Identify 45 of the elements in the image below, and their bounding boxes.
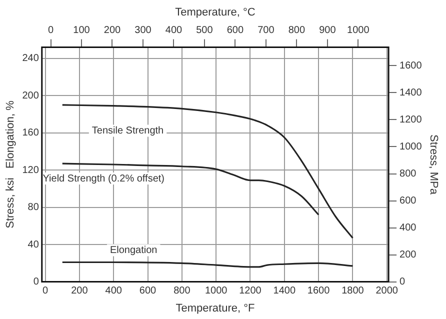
x2-axis-title: Temperature, °C: [175, 6, 256, 19]
y-tick-label: 80: [28, 202, 40, 214]
x2-tick-label: 0: [48, 24, 54, 36]
x-tick-label: 600: [139, 286, 157, 297]
x2-tick-label: 900: [319, 24, 336, 36]
y2-tick-label: 600: [400, 196, 417, 207]
y-tick-label: 40: [28, 239, 40, 250]
x-tick-label: 1200: [239, 286, 262, 297]
y-tick-label: 120: [22, 164, 40, 176]
x2-tick-label: 300: [134, 24, 152, 36]
series-label: Elongation: [110, 245, 158, 256]
x-tick-label: 0: [42, 286, 49, 297]
x2-tick-label: 400: [165, 24, 182, 36]
x-tick-label: 1800: [342, 286, 364, 297]
x-tick-label: 1600: [307, 286, 330, 297]
x-tick-label: 800: [174, 286, 191, 297]
x2-tick-label: 700: [258, 24, 275, 36]
y2-tick-label: 0: [400, 276, 406, 288]
x-tick-label: 1000: [204, 286, 228, 297]
y2-tick-label: 200: [400, 250, 417, 261]
y2-tick-label: 400: [400, 222, 417, 234]
y-tick-label: 240: [22, 53, 40, 64]
x2-tick-label: 600: [226, 24, 244, 36]
x2-tick-label: 100: [73, 24, 90, 36]
y2-tick-label: 1200: [400, 114, 422, 126]
y2-tick-label: 1400: [400, 87, 422, 98]
series-label: Yield Strength (0.2% offset): [42, 173, 164, 184]
y-axis-title: Stress, ksi Elongation, %: [4, 100, 17, 228]
series-label: Tensile Strength: [92, 126, 164, 137]
y-tick-label: 160: [22, 128, 40, 139]
x2-tick-label: 1000: [347, 24, 370, 36]
x-axis-title: Temperature, °F: [176, 302, 255, 314]
y2-tick-label: 1000: [400, 141, 422, 152]
y-tick-label: 0: [33, 276, 40, 288]
x-tick-label: 200: [71, 286, 88, 297]
y-tick-label: 200: [22, 90, 40, 102]
x-tick-label: 400: [105, 286, 122, 297]
y2-tick-label: 1600: [400, 60, 422, 72]
y2-tick-label: 800: [400, 168, 417, 180]
x2-tick-label: 800: [288, 24, 306, 36]
y2-axis-title: Stress, MPa: [427, 134, 440, 196]
x2-tick-label: 200: [104, 24, 122, 36]
x2-tick-label: 500: [196, 24, 214, 36]
x-tick-label: 2000: [376, 286, 398, 297]
x-tick-label: 1400: [273, 286, 296, 297]
